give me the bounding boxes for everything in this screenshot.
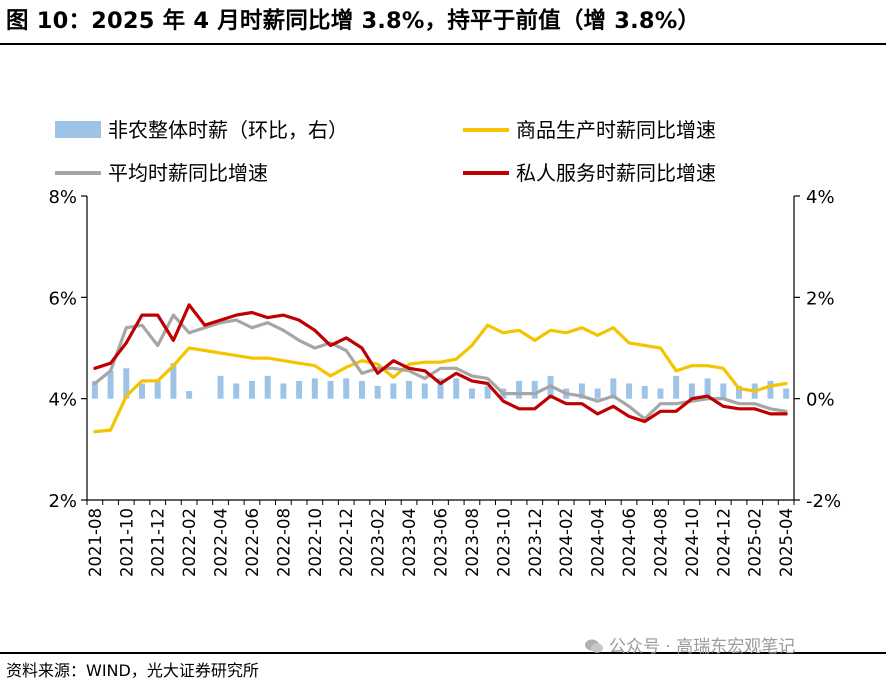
- left-tick-label: 4%: [48, 390, 77, 411]
- bar: [767, 381, 773, 399]
- x-tick-label: 2022-12: [337, 508, 356, 577]
- bar: [422, 383, 428, 398]
- bar: [657, 389, 663, 399]
- x-tick-label: 2023-08: [463, 508, 482, 577]
- watermark: 公众号 · 高瑞东宏观笔记: [584, 632, 795, 657]
- source-note: 资料来源：WIND，光大证券研究所: [6, 657, 259, 681]
- x-tick-label: 2024-08: [651, 508, 670, 577]
- x-tick-label: 2022-02: [180, 508, 199, 577]
- bar: [595, 389, 601, 399]
- x-tick-label: 2025-02: [746, 508, 765, 577]
- bar: [689, 383, 695, 398]
- bar: [390, 383, 396, 398]
- wechat-icon: [584, 638, 604, 654]
- bar: [328, 381, 334, 399]
- bar: [673, 376, 679, 399]
- legend: 非农整体时薪（环比，右） 商品生产时薪同比增速 平均时薪同比增速 私人服务时薪同…: [55, 118, 716, 185]
- bar: [359, 381, 365, 399]
- line-series: [95, 305, 786, 432]
- average-line: [95, 315, 786, 419]
- x-tick-label: 2023-04: [400, 508, 419, 577]
- bar: [186, 391, 192, 399]
- bar: [108, 371, 114, 399]
- bar: [343, 378, 349, 398]
- x-tick-label: 2022-06: [243, 508, 262, 577]
- bar: [249, 381, 255, 399]
- x-tick-label: 2022-08: [274, 508, 293, 577]
- left-tick-label: 8%: [48, 187, 77, 208]
- bar: [406, 381, 412, 399]
- chart: 2% 4% 6% 8% -2% 0% 2% 4% 2021-08 2021-10 2021-12…: [0, 0, 886, 650]
- x-axis-ticks: 2021-08 2021-10 2021-12 2022-02 2022-04 2022-…: [86, 500, 796, 577]
- legend-swatch-bar: [55, 121, 101, 138]
- x-tick-label: 2024-10: [683, 508, 702, 577]
- bar: [626, 383, 632, 398]
- right-tick-label: 0%: [806, 390, 835, 411]
- bar: [296, 381, 302, 399]
- x-tick-label: 2023-06: [432, 508, 451, 577]
- bar: [516, 381, 522, 399]
- x-tick-label: 2021-08: [86, 508, 105, 577]
- legend-label-services: 私人服务时薪同比增速: [516, 161, 716, 185]
- right-tick-label: -2%: [806, 491, 841, 512]
- bar: [720, 383, 726, 398]
- x-tick-label: 2023-10: [494, 508, 513, 577]
- bar: [265, 376, 271, 399]
- bar: [280, 383, 286, 398]
- right-tick-label: 4%: [806, 187, 835, 208]
- x-tick-label: 2024-04: [589, 508, 608, 577]
- legend-label-bar: 非农整体时薪（环比，右）: [108, 118, 348, 142]
- x-tick-label: 2024-06: [620, 508, 639, 577]
- right-tick-label: 2%: [806, 288, 835, 309]
- plot-area: 2% 4% 6% 8% -2% 0% 2% 4% 2021-08 2021-10 2021-12…: [48, 187, 841, 577]
- x-tick-label: 2024-12: [714, 508, 733, 577]
- watermark-text: 公众号 · 高瑞东宏观笔记: [609, 637, 795, 657]
- x-tick-label: 2022-10: [306, 508, 325, 577]
- x-tick-label: 2021-12: [149, 508, 168, 577]
- left-tick-label: 6%: [48, 288, 77, 309]
- bar: [312, 378, 318, 398]
- bar: [155, 381, 161, 399]
- left-axis-ticks: 2% 4% 6% 8%: [48, 187, 87, 512]
- x-tick-label: 2021-10: [117, 508, 136, 577]
- x-tick-label: 2024-02: [557, 508, 576, 577]
- left-tick-label: 2%: [48, 491, 77, 512]
- right-axis-ticks: -2% 0% 2% 4%: [794, 187, 841, 512]
- bar: [783, 389, 789, 399]
- bar: [469, 389, 475, 399]
- x-tick-label: 2025-04: [777, 508, 796, 577]
- bar: [453, 378, 459, 398]
- legend-label-average: 平均时薪同比增速: [108, 161, 268, 185]
- x-tick-label: 2022-04: [212, 508, 231, 577]
- legend-label-goods: 商品生产时薪同比增速: [516, 118, 716, 142]
- bar: [642, 386, 648, 399]
- bar: [532, 381, 538, 399]
- x-tick-label: 2023-12: [526, 508, 545, 577]
- bar: [139, 383, 145, 398]
- bar: [233, 383, 239, 398]
- bar: [218, 376, 224, 399]
- bar: [375, 386, 381, 399]
- x-tick-label: 2023-02: [369, 508, 388, 577]
